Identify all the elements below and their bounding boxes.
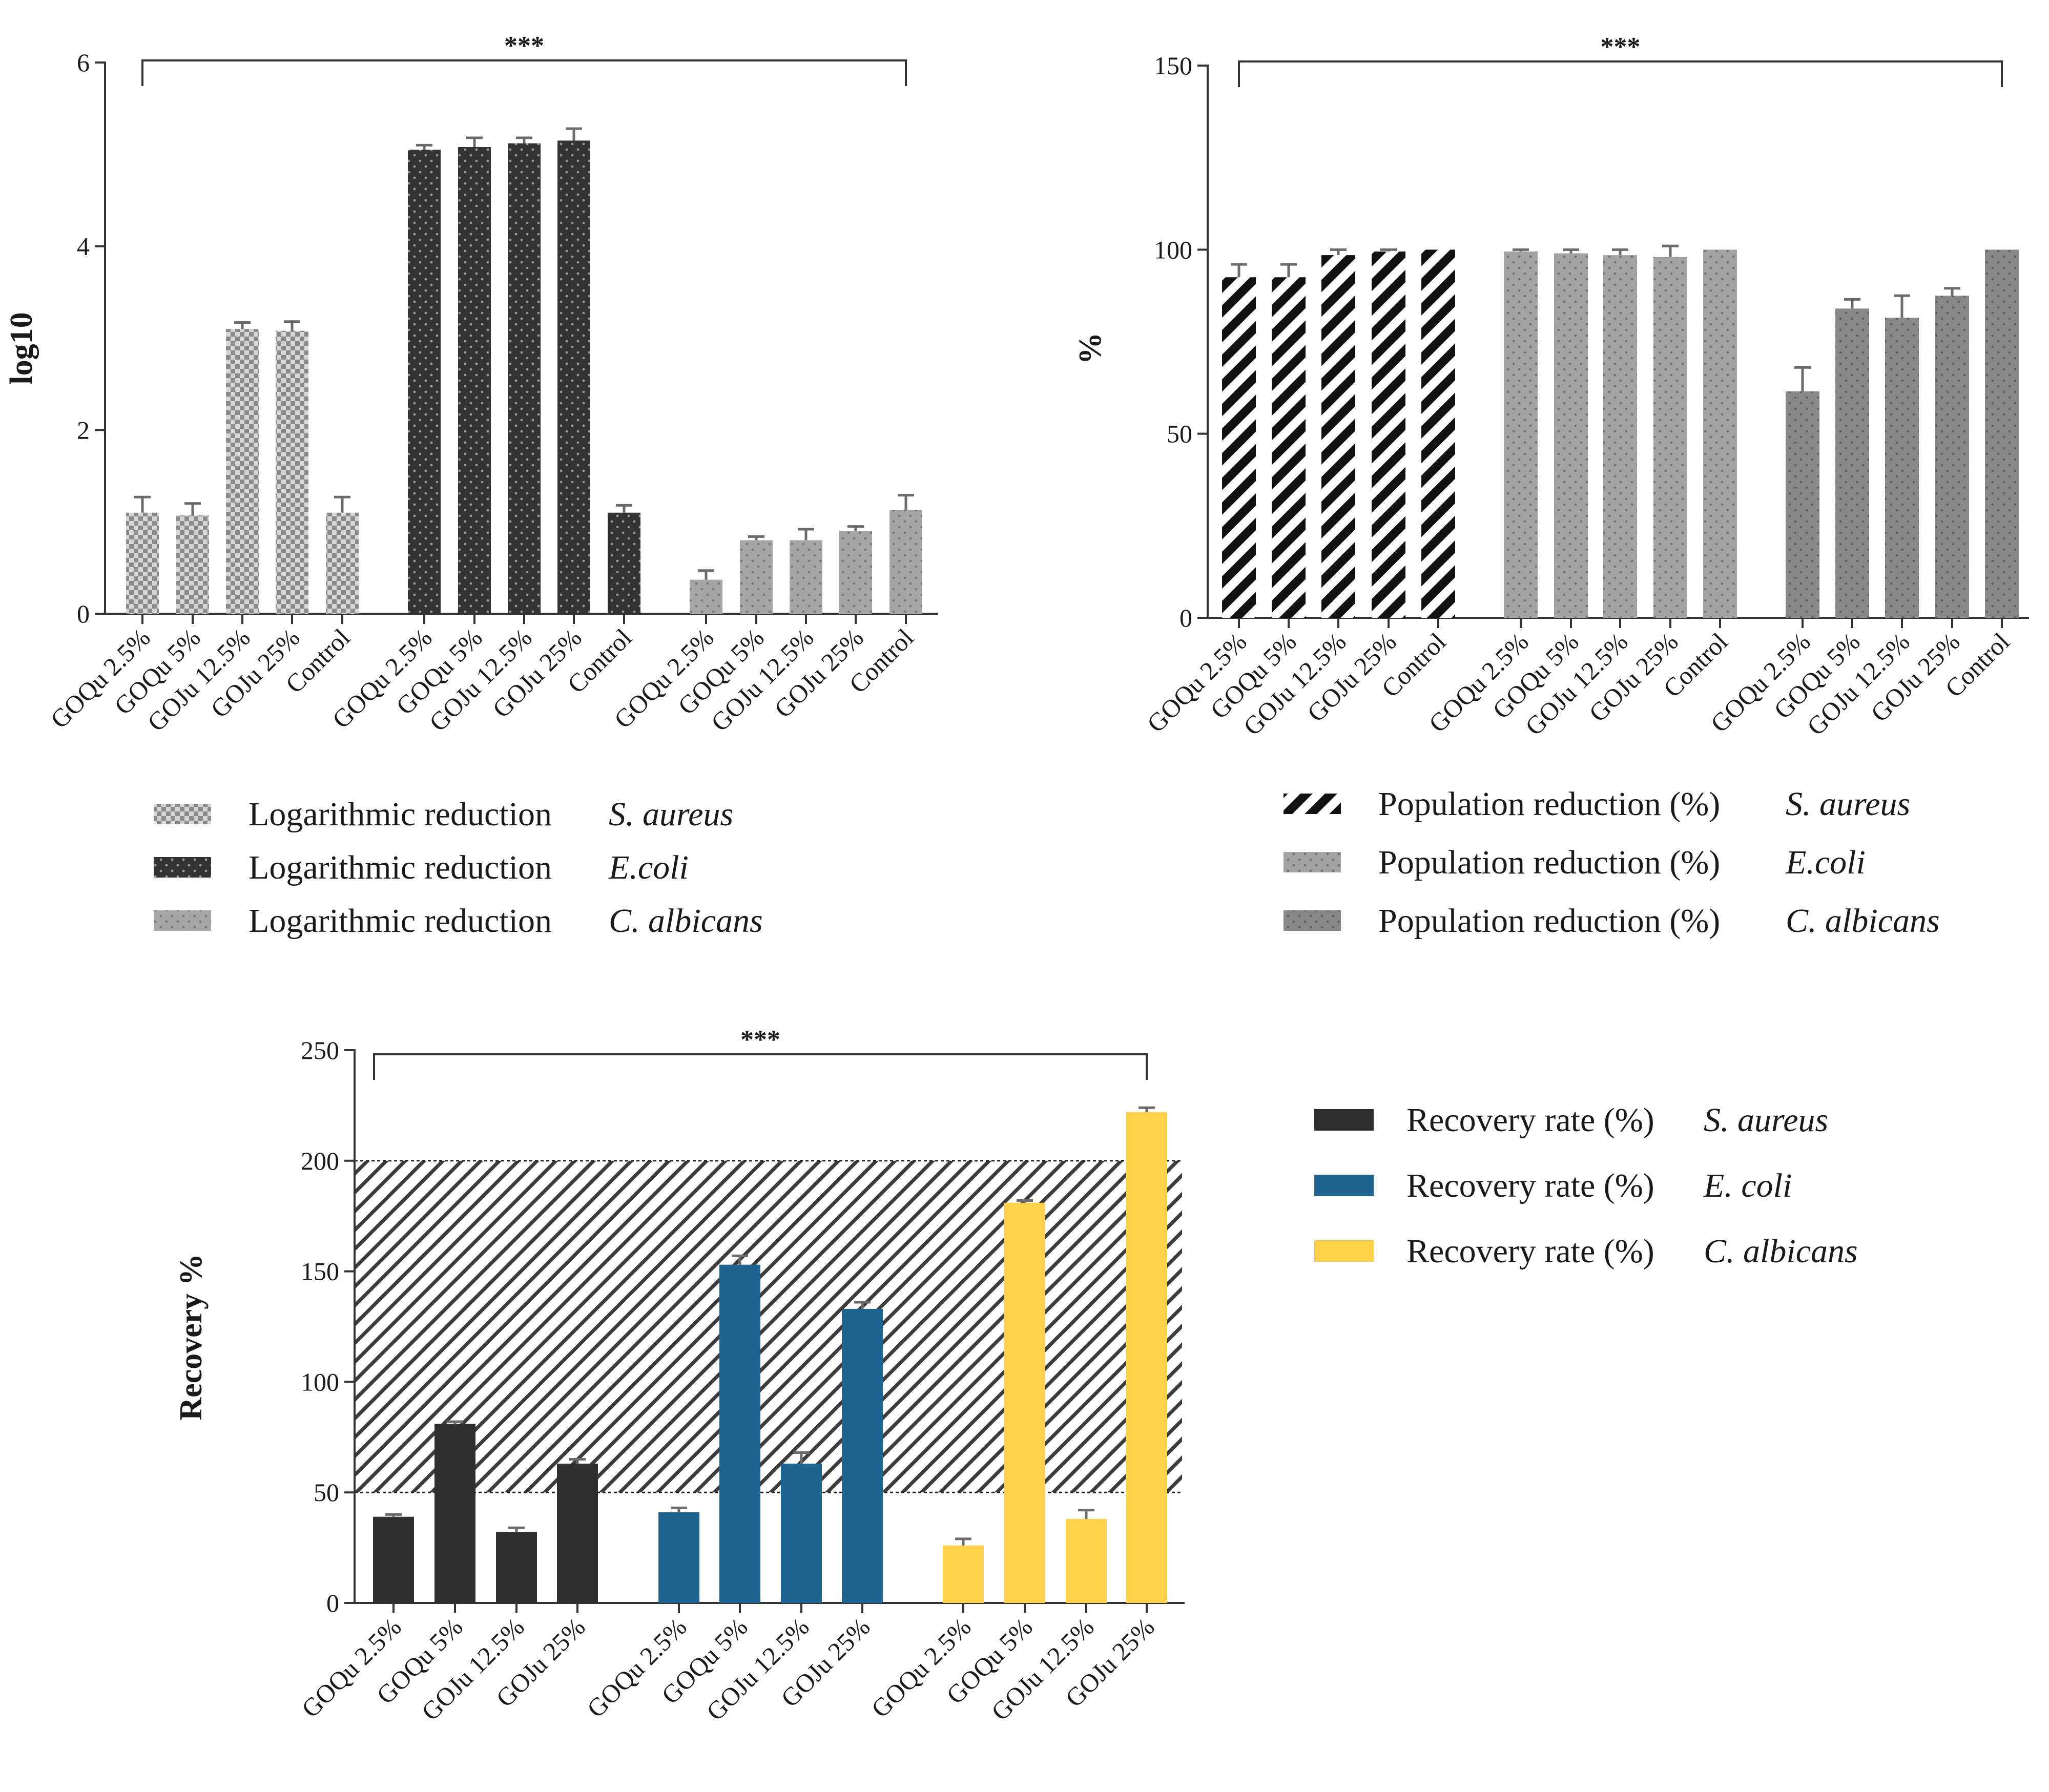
legend-organism: E.coli [1785,844,1866,881]
y-tick-label: 2 [77,415,90,444]
y-tick-label: 4 [77,232,90,261]
y-tick-label: 100 [301,1367,339,1396]
legend-label: Population reduction (%) [1378,844,1720,881]
legend-organism: S. aureus [1704,1101,1828,1139]
legend-swatch [1314,1240,1374,1262]
significance-label: *** [740,1025,780,1054]
bar [1935,296,1969,618]
bar [408,150,441,614]
bar [608,512,640,614]
bar [1985,249,2019,618]
legend-organism: C. albicans [1704,1233,1858,1270]
bar [740,540,773,614]
bar [557,140,590,614]
bar [1885,318,1919,618]
bar [719,1264,760,1603]
bar [373,1516,414,1603]
legend-label: Recovery rate (%) [1406,1233,1654,1270]
bar [842,1308,883,1603]
bar [508,143,541,614]
bar [1126,1112,1167,1603]
bar [276,330,308,614]
bar [781,1464,822,1603]
y-tick-label: 0 [1179,603,1192,632]
y-axis-label: % [1073,332,1108,364]
bar [1554,253,1588,618]
legend-organism: E. coli [1703,1167,1792,1204]
bar [889,510,922,614]
bar [557,1464,598,1603]
y-tick-label: 100 [1154,235,1192,264]
bar [943,1545,984,1603]
legend-label: Logarithmic reduction [249,902,552,940]
bar [1421,249,1455,618]
legend-swatch [1284,794,1341,814]
legend-organism: C. albicans [609,902,763,940]
bar [126,512,159,614]
y-axis-label: log10 [4,312,39,384]
bar [1066,1518,1107,1603]
y-tick-label: 50 [1167,420,1192,448]
legend-label: Population reduction (%) [1378,902,1720,940]
bar [458,147,491,614]
bar [1653,257,1687,618]
y-tick-label: 250 [301,1036,339,1065]
legend-label: Recovery rate (%) [1406,1167,1654,1204]
y-tick-label: 0 [326,1589,339,1617]
bar [1786,391,1819,618]
bar [1603,255,1637,618]
legend-organism: S. aureus [1786,785,1910,823]
bar [790,540,822,614]
y-tick-label: 150 [301,1257,339,1286]
bar [690,579,722,614]
legend-label: Population reduction (%) [1378,785,1720,823]
bar [1504,251,1538,618]
y-tick-label: 50 [314,1478,339,1507]
bar [176,515,209,614]
legend-organism: C. albicans [1786,902,1940,940]
legend-swatch [154,804,211,824]
bar [1321,255,1355,618]
bar [1372,251,1405,618]
legend-swatch [1314,1109,1374,1131]
bar [434,1424,475,1603]
legend-swatch [1284,852,1341,872]
bar [658,1512,699,1603]
significance-label: *** [1601,32,1641,61]
bar [326,512,359,614]
significance-label: *** [504,31,544,60]
y-axis-label: Recovery % [174,1254,209,1420]
y-tick-label: 150 [1154,51,1192,80]
legend-organism: E.coli [608,849,689,886]
bar [839,531,872,614]
bar [1272,277,1306,618]
bar [1222,277,1256,618]
y-tick-label: 6 [77,48,90,77]
legend-organism: S. aureus [609,796,733,833]
legend-label: Recovery rate (%) [1406,1101,1654,1139]
y-tick-label: 0 [77,599,90,628]
legend-swatch [154,910,211,931]
legend-swatch [1284,910,1341,931]
bar [226,329,259,614]
y-tick-label: 200 [301,1147,339,1175]
acceptable-range-band [355,1160,1182,1493]
significance-bracket [373,1053,1148,1080]
legend-label: Logarithmic reduction [249,796,552,833]
bar [1703,249,1737,618]
bar [1004,1202,1045,1603]
significance-bracket [141,59,907,86]
bar [1835,308,1869,618]
significance-bracket [1238,60,2003,87]
bar [496,1532,537,1603]
legend-swatch [1314,1175,1374,1196]
legend-label: Logarithmic reduction [249,849,552,886]
legend-swatch [154,857,211,878]
